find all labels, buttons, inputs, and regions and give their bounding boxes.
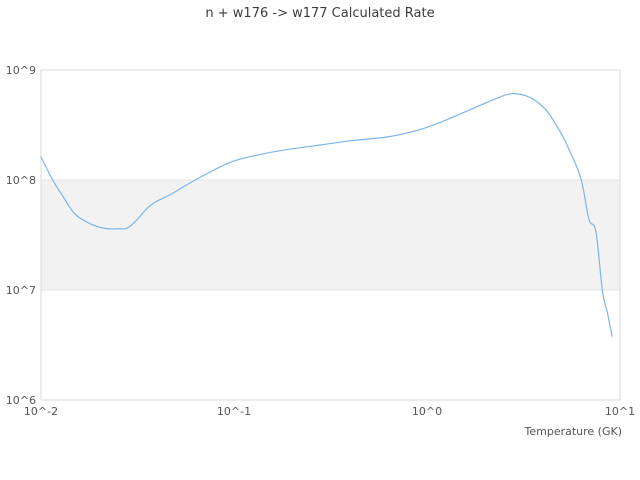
x-tick-label: 10^-2 [24,405,58,418]
rate-curve-line [40,92,613,337]
y-tick-label: 10^6 [6,394,36,407]
y-tick-label: 10^8 [6,174,36,187]
x-tick-label: 10^-1 [217,405,251,418]
plot-band-group [41,180,620,290]
x-axis-tick-labels: 10^-2 10^-1 10^0 10^1 [24,405,635,418]
x-tick-label: 10^1 [605,405,635,418]
y-tick-label: 10^9 [6,64,36,77]
x-axis-title: Temperature (GK) [524,425,623,438]
x-tick-label: 10^0 [412,405,442,418]
y-axis-tick-labels: 10^6 10^7 10^8 10^9 [6,64,36,407]
plot-border [40,69,621,401]
plot-band [41,180,620,290]
y-tick-label: 10^7 [6,284,36,297]
chart-title: n + w176 -> w177 Calculated Rate [205,6,435,21]
